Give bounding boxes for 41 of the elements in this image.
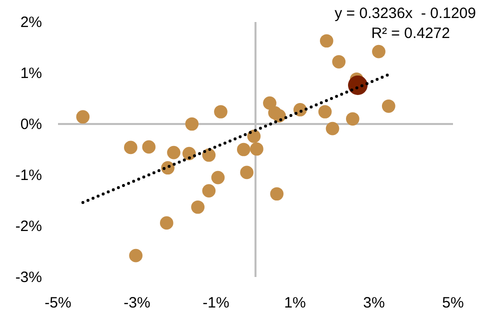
point xyxy=(320,34,334,48)
point xyxy=(332,55,346,68)
point xyxy=(160,216,174,230)
point xyxy=(129,248,142,262)
point xyxy=(167,146,180,160)
x-tick-label: 1% xyxy=(284,294,306,312)
point xyxy=(142,140,156,154)
y-tick-label: -1% xyxy=(15,166,42,184)
point xyxy=(250,142,264,156)
x-tick-label: -5% xyxy=(44,294,72,312)
point xyxy=(318,105,332,118)
point xyxy=(236,142,250,156)
point xyxy=(348,75,368,95)
point xyxy=(382,99,396,113)
point xyxy=(202,148,216,162)
y-tick-label: 1% xyxy=(20,64,42,82)
y-tick-label: -2% xyxy=(15,218,42,235)
point xyxy=(326,122,340,136)
y-tick-label: -3% xyxy=(15,268,42,286)
point xyxy=(247,130,261,143)
point xyxy=(214,105,228,118)
point xyxy=(211,170,225,184)
y-tick-label: 2% xyxy=(20,14,42,31)
x-tick-label: 5% xyxy=(442,294,464,312)
y-tick-label: 0% xyxy=(20,116,42,133)
annotation: y = 0.3236x - 0.1209 xyxy=(334,5,476,22)
x-tick-label: -1% xyxy=(202,294,230,312)
point xyxy=(76,110,90,124)
point xyxy=(372,44,386,58)
point xyxy=(185,117,199,131)
point xyxy=(202,184,216,198)
x-tick-label: 3% xyxy=(363,294,385,312)
point xyxy=(182,146,196,160)
point xyxy=(270,187,284,201)
point xyxy=(191,200,205,214)
x-tick-label: -3% xyxy=(124,294,150,312)
annotation: R² = 0.4272 xyxy=(371,25,450,42)
point xyxy=(272,109,286,123)
point xyxy=(124,140,138,154)
point xyxy=(346,112,360,126)
point xyxy=(240,166,254,180)
